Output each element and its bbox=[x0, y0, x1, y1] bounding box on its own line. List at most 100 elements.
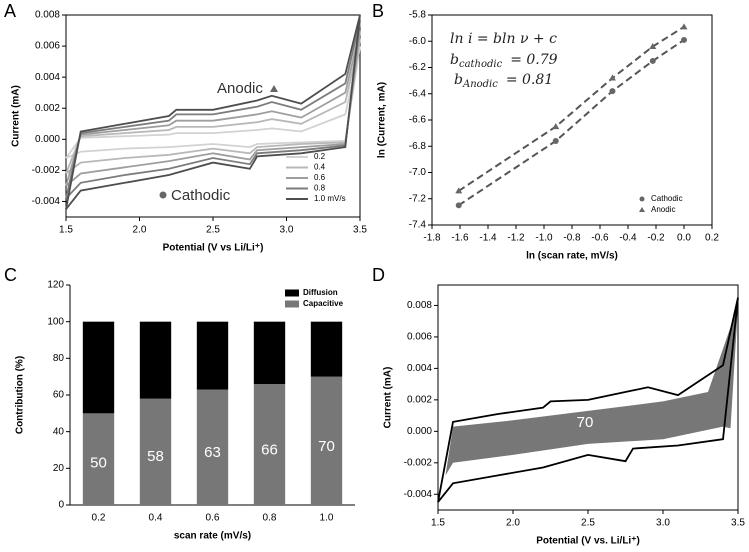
fit-subscript: cathodic bbox=[459, 59, 503, 70]
y-tick-label: 0.002 bbox=[407, 395, 432, 406]
y-axis-label: Current (mA) bbox=[11, 85, 22, 147]
x-tick-label: -1.0 bbox=[535, 233, 553, 244]
legend-label: 0.8 bbox=[314, 184, 326, 193]
y-tick-label: -0.002 bbox=[404, 457, 433, 468]
y-tick-label: -7.4 bbox=[409, 220, 427, 231]
x-tick-label: 0.4 bbox=[149, 513, 163, 524]
bar-segment bbox=[310, 376, 343, 505]
y-tick-label: -6.2 bbox=[409, 62, 427, 73]
legend-swatch bbox=[285, 300, 299, 308]
cv-curve bbox=[65, 30, 361, 187]
y-tick-label: 0 bbox=[58, 500, 64, 511]
bar-segment bbox=[253, 321, 286, 384]
x-tick-label: 1.5 bbox=[59, 225, 73, 236]
cv-curve bbox=[65, 45, 361, 159]
fit-label: bAnodic = 0.81 bbox=[454, 72, 553, 90]
legend-label: 0.2 bbox=[314, 152, 326, 161]
panel-letter: B bbox=[372, 1, 384, 21]
panel: D -0.004 -0.002 0.000 0.002 0.004 0.006 0.008 1.… bbox=[372, 265, 745, 547]
y-tick-label: 0.002 bbox=[35, 103, 60, 114]
point bbox=[455, 202, 462, 209]
cv-curve bbox=[437, 297, 739, 503]
x-tick-label: 0.0 bbox=[677, 233, 691, 244]
legend-label: 0.4 bbox=[314, 163, 326, 172]
fit-label: bcathodic = 0.79 bbox=[450, 52, 558, 70]
y-tick-label: 40 bbox=[53, 426, 65, 437]
y-tick-label: 0.004 bbox=[35, 72, 60, 83]
y-tick-label: -0.004 bbox=[32, 196, 61, 207]
panel-letter: D bbox=[372, 265, 385, 285]
y-tick-label: -6.6 bbox=[409, 115, 427, 126]
y-tick-label: -6.8 bbox=[409, 141, 427, 152]
point bbox=[552, 123, 560, 130]
point bbox=[681, 36, 687, 43]
y-tick-label: 20 bbox=[53, 463, 65, 474]
y-tick-label: -6.4 bbox=[409, 88, 427, 99]
x-tick-label: -0.2 bbox=[647, 233, 665, 244]
legend-label: 0.6 bbox=[314, 173, 326, 182]
x-axis-label: Potential (V vs Li/Li⁺) bbox=[163, 243, 264, 254]
point bbox=[609, 88, 616, 95]
cv-curve bbox=[65, 20, 361, 200]
legend-label: Capacitive bbox=[303, 299, 344, 308]
fit-symbol: b bbox=[450, 52, 459, 68]
x-tick-label: 0.2 bbox=[92, 513, 106, 524]
y-tick-label: 0.000 bbox=[407, 426, 432, 437]
panel: B -7.4 -7.2 -7.0 -6.8 -6.6 -6.4 -6.2 -6.0 -5.8 -1.… bbox=[372, 1, 719, 262]
x-axis-label: scan rate (mV/s) bbox=[174, 531, 251, 542]
y-tick-label: 0.004 bbox=[407, 363, 432, 374]
data-label: 63 bbox=[204, 444, 221, 461]
annotation: Cathodic bbox=[171, 187, 231, 204]
bar-segment bbox=[253, 384, 286, 505]
panel-letter: C bbox=[4, 265, 17, 285]
y-tick-label: 100 bbox=[47, 316, 64, 327]
cv-curve bbox=[65, 38, 361, 175]
fit-value: = 0.79 bbox=[510, 52, 557, 68]
x-axis-label: Potential (V vs. Li/Li⁺) bbox=[536, 536, 640, 547]
point bbox=[552, 138, 559, 144]
data-label: 58 bbox=[147, 448, 164, 465]
point bbox=[649, 57, 656, 64]
bar-segment bbox=[139, 398, 172, 505]
y-tick-label: 120 bbox=[47, 280, 64, 291]
bar-segment bbox=[82, 321, 115, 414]
bar-segment bbox=[310, 321, 343, 377]
y-tick-label: -7.0 bbox=[409, 167, 427, 178]
y-tick-label: 0.006 bbox=[407, 332, 432, 343]
annotation-marker bbox=[159, 191, 167, 199]
panel: A -0.004 -0.002 0.000 0.002 0.004 0.006 0.008 1.… bbox=[4, 1, 367, 254]
x-tick-label: 3.0 bbox=[656, 518, 670, 529]
x-tick-label: -0.8 bbox=[563, 233, 581, 244]
equation: ln i = bln ν + c bbox=[450, 31, 557, 47]
x-tick-label: 2.0 bbox=[133, 225, 147, 236]
data-label: 50 bbox=[90, 455, 107, 472]
x-tick-label: 3.5 bbox=[731, 518, 745, 529]
y-tick-label: 0.008 bbox=[407, 300, 432, 311]
x-tick-label: -0.4 bbox=[619, 233, 637, 244]
point bbox=[649, 43, 657, 49]
data-label: 70 bbox=[318, 438, 335, 455]
fit-line bbox=[458, 25, 685, 192]
cv-curve bbox=[65, 14, 361, 210]
x-tick-label: 2.5 bbox=[581, 518, 595, 529]
bar-segment bbox=[139, 321, 172, 399]
legend-label: Cathodic bbox=[651, 194, 683, 203]
point bbox=[455, 187, 463, 194]
legend-marker bbox=[639, 207, 645, 212]
bar-segment bbox=[82, 413, 115, 505]
y-axis-label: Current (mA) bbox=[383, 367, 394, 429]
x-tick-label: 0.8 bbox=[263, 513, 277, 524]
legend-marker bbox=[639, 196, 645, 202]
area bbox=[445, 305, 738, 476]
x-tick-label: 3.0 bbox=[280, 225, 294, 236]
y-tick-label: -0.004 bbox=[404, 489, 433, 500]
x-tick-label: 2.0 bbox=[506, 518, 520, 529]
y-tick-label: 0.008 bbox=[35, 10, 60, 21]
fit-subscript: Anodic bbox=[462, 79, 498, 90]
x-tick-label: 1.5 bbox=[431, 518, 445, 529]
x-tick-label: 2.5 bbox=[206, 225, 220, 236]
legend-swatch bbox=[285, 289, 299, 297]
point bbox=[608, 74, 616, 81]
y-axis-label: Contribution (%) bbox=[15, 356, 26, 434]
x-axis-label: ln (scan rate, mV/s) bbox=[526, 251, 618, 262]
